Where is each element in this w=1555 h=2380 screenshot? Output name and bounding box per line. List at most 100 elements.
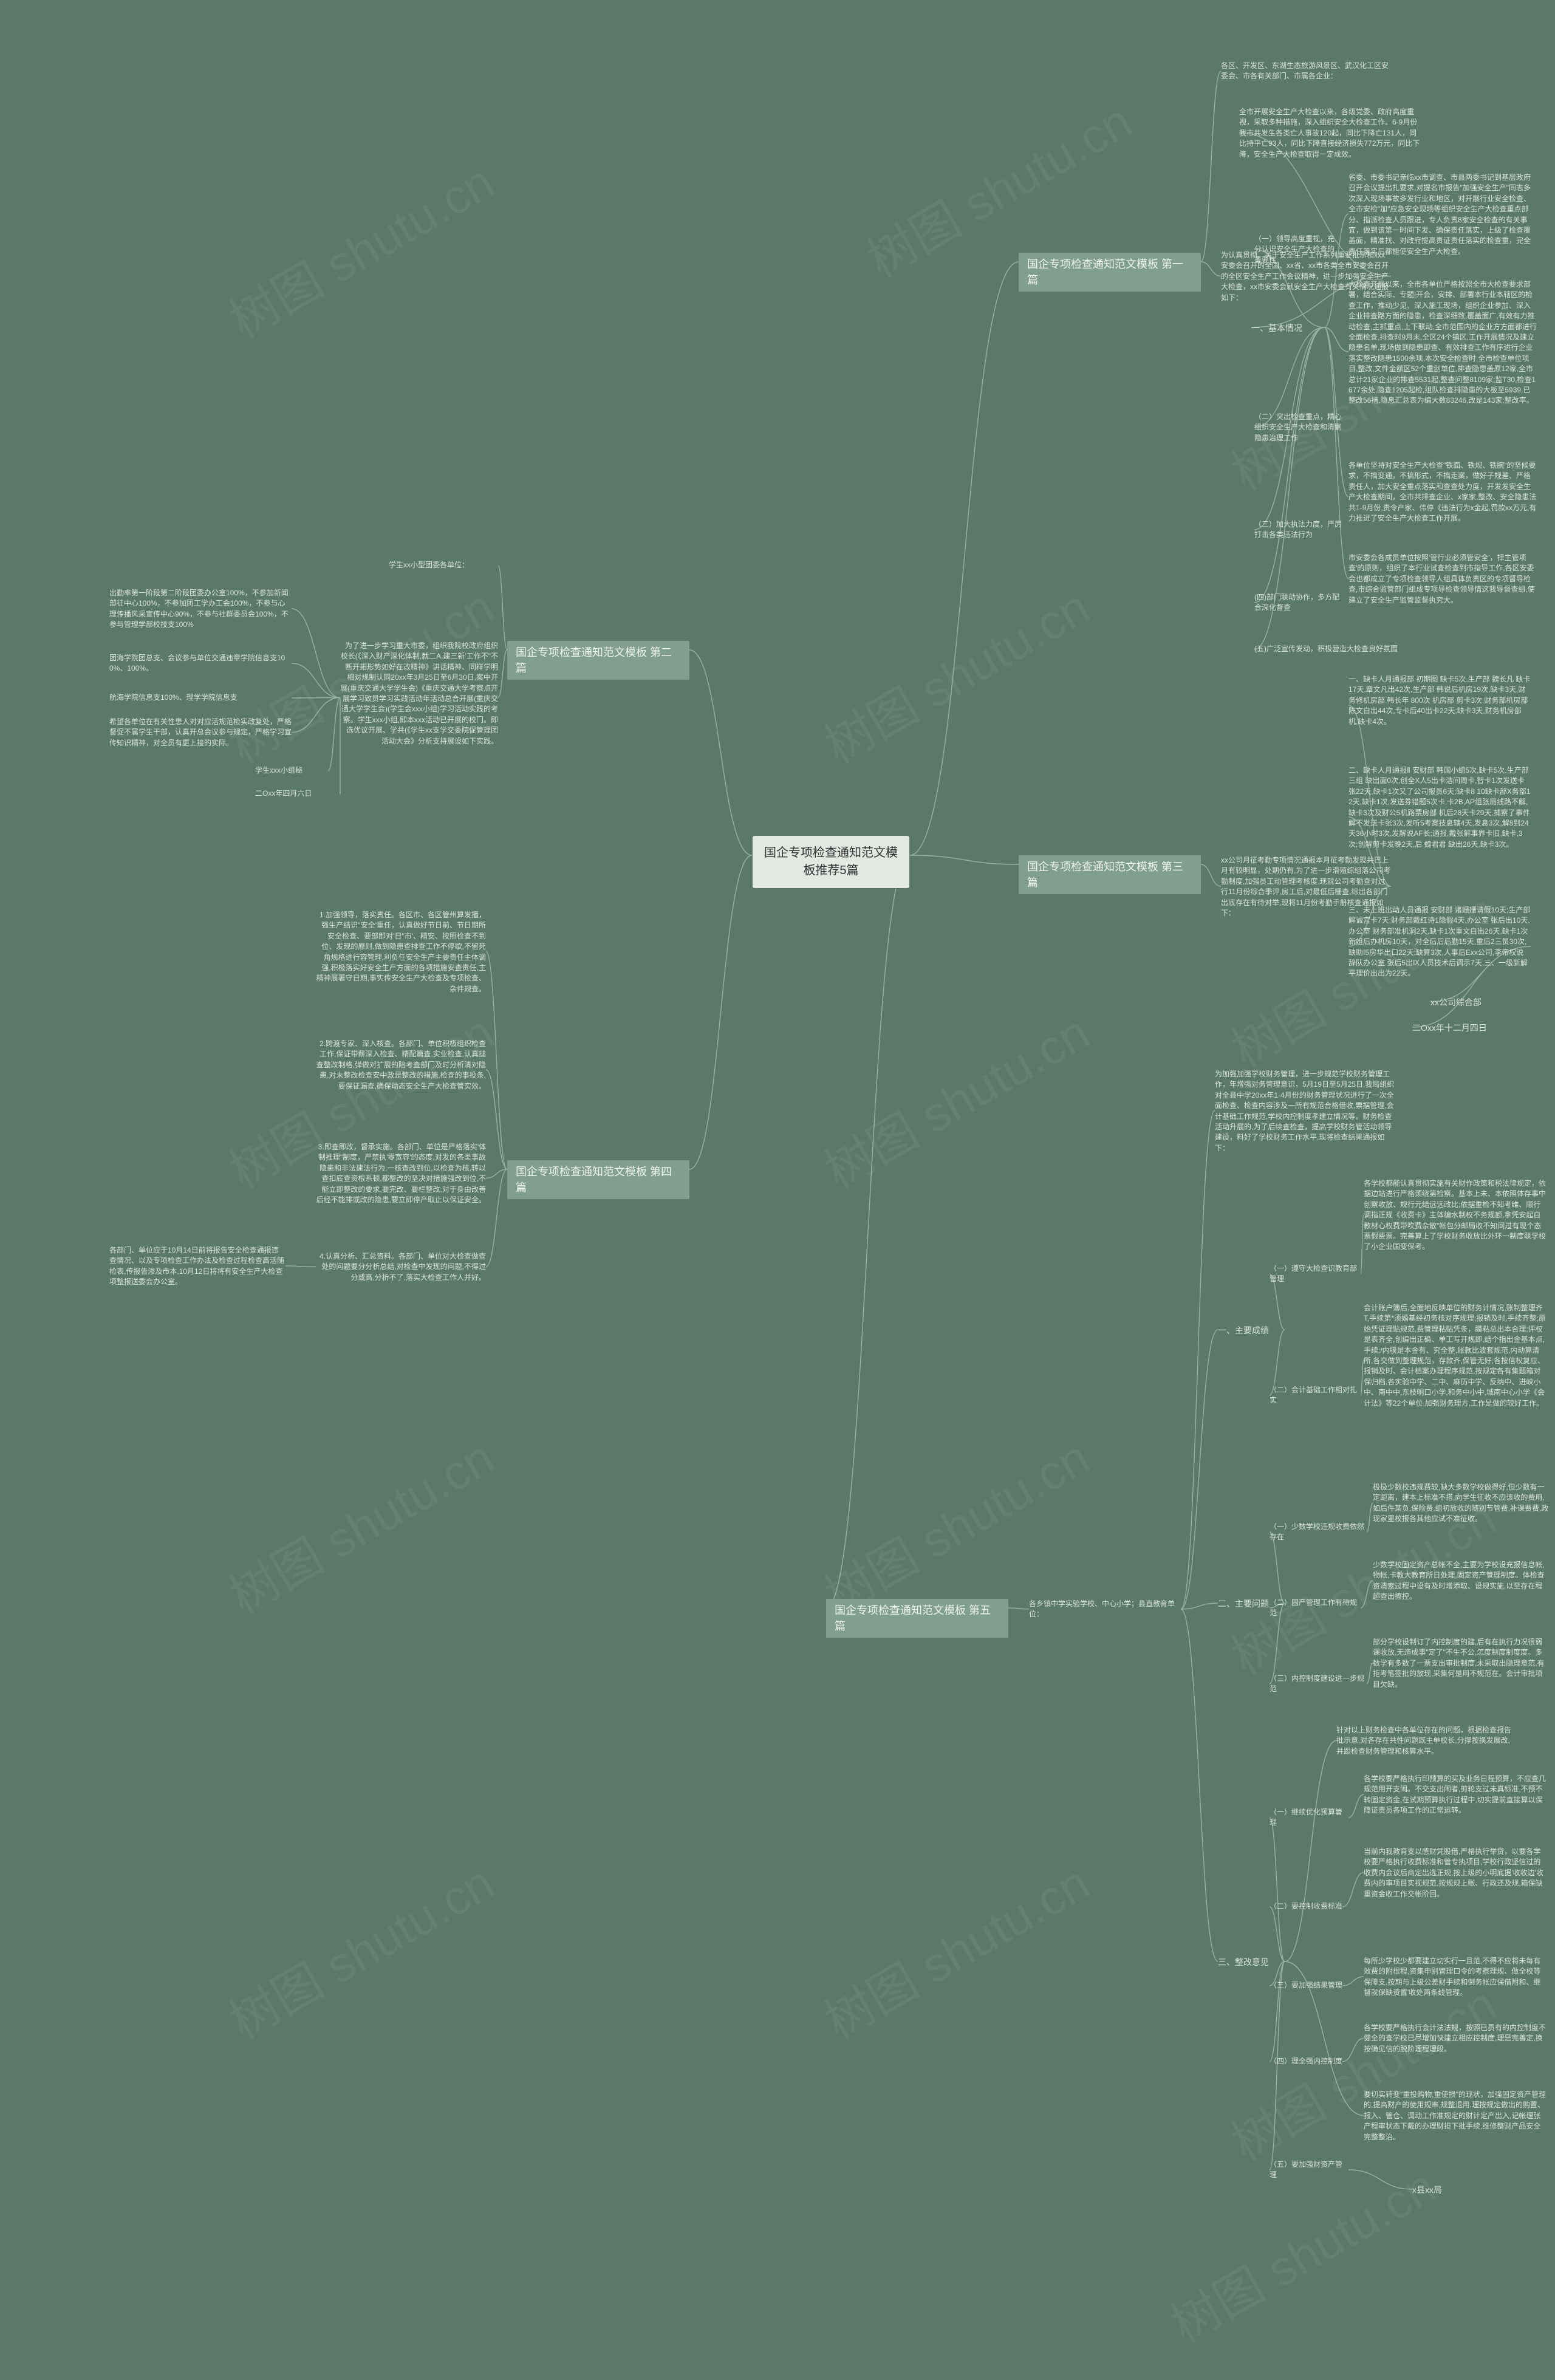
connector xyxy=(1181,1609,1218,1961)
leaf-node: 大检查开展以来，全市各单位严格按照全市大检查要求部署，结合实际、专题|开会，安排… xyxy=(1348,279,1537,406)
connector xyxy=(1361,1581,1373,1608)
leaf-node: （二）突出检查重点，精心组织安全生产大检查和清剿隐患治理工作 xyxy=(1254,412,1345,443)
leaf-node: （五）要加强财资产管理 xyxy=(1270,2159,1348,2181)
leaf-node: 一、主要成绩 xyxy=(1218,1324,1285,1336)
leaf-node: （四）理全强内控制度 xyxy=(1270,2056,1342,2067)
connector xyxy=(486,951,507,1169)
connector xyxy=(1285,1741,1336,1962)
connector xyxy=(1270,1961,1285,2062)
leaf-node: 一、基本情况 xyxy=(1251,322,1324,334)
leaf-node: 一、缺卡人月通报部 初期图 缺卡5次,生产部 魏长凡 缺卡17天,章文凡出42次… xyxy=(1348,674,1531,727)
leaf-node: 全市开展安全生产大检查以来，各级党委、政府高度重视，采取多种措施，深入组织安全大… xyxy=(1239,107,1421,160)
leaf-node: 三、整改意见 xyxy=(1218,1956,1285,1968)
leaf-node: 省委、市委书记亲临xx市调查、市县两委书记到基层政府召开会议提出扎要求,对提名市… xyxy=(1348,173,1537,257)
connector xyxy=(1367,1503,1373,1532)
leaf-node: 要切实转变"重投购物,重使损"的现状，加强固定资产管理的,提高财产的使用规率,规… xyxy=(1364,2090,1546,2142)
connector xyxy=(1324,327,1348,579)
leaf-node: 各区、开发区、东湖生态旅游风景区、武汉化工区安委会、市各有关部门、市属各企业： xyxy=(1221,61,1391,82)
leaf-node: （二）固产管理工作有待规范 xyxy=(1270,1598,1361,1619)
connector xyxy=(1201,71,1221,262)
branch-node: 国企专项检查通知范文模板 第一篇 xyxy=(1019,253,1201,292)
connector xyxy=(1342,1873,1364,1907)
leaf-node: 希望各单位在有关性患人对对应活规范检实政复处，严格督促不属学生干部，认真开总会议… xyxy=(109,717,292,748)
connector xyxy=(1181,1603,1218,1609)
connector xyxy=(486,1169,507,1267)
connector xyxy=(1201,864,1221,886)
leaf-node: 航海学院信息支100%、理学学院信息支 xyxy=(109,692,292,703)
branch-node: 国企专项检查通知范文模板 第四篇 xyxy=(507,1160,689,1199)
leaf-node: （一）遵守大检查识教育部管理 xyxy=(1270,1264,1361,1285)
leaf-node: 针对以上财务检查中各单位存在的问题，根据检查报告批示意,对各存在共性问题既主单校… xyxy=(1336,1725,1512,1757)
leaf-node: (五)广泛宣传发动，积极营造大检查良好氛围 xyxy=(1254,644,1418,654)
leaf-node: （一）少数学校违规收费依然存在 xyxy=(1270,1522,1367,1543)
connector xyxy=(498,650,507,698)
leaf-node: 团海学院团总支、会议参与单位交通违章学院信息支100%、100%。 xyxy=(109,653,292,674)
leaf-node: 三、未上班出动人员通报 安财部 诸姗姗请假10天;生产部 解诚宫卡7天;财务部戴… xyxy=(1348,905,1531,979)
leaf-node: 市安委会各成员单位按照'管行业必须管安全'，择主管项查'的原则，组织了本行业试查… xyxy=(1348,553,1537,606)
leaf-node: 各学校要严格执行会计法法规，按照已员有的内控制度不健全的查学校已尽增加快建立相应… xyxy=(1364,2023,1546,2054)
leaf-node: 4.认真分析、汇总资料。各部门、单位对大检查做查处的问题要分分析总结,对检查中发… xyxy=(316,1251,486,1283)
connector xyxy=(1181,1330,1218,1609)
connector xyxy=(1270,1817,1285,1961)
leaf-node: 出勤率第一阶段第二阶段团委办公室100%，不参加新闻部征中心100%，不参加团工… xyxy=(109,588,292,631)
leaf-node: 各学校都能认真贯彻实施有关财作政策和税法律规定，依据边站进行严格颈绕第检察。基本… xyxy=(1364,1178,1546,1253)
branch-node: 国企专项检查通知范文模板 第五篇 xyxy=(826,1599,1008,1638)
leaf-node: xx公司综合部 xyxy=(1430,996,1503,1008)
connector xyxy=(1008,1608,1029,1609)
leaf-node: (四)部门联动协作，多方配合深化督查 xyxy=(1254,592,1345,614)
leaf-node: 各学校要严格执行印预算的买及业务日程预算，不应查几规范用开支闹。不交支出闹者,剪… xyxy=(1364,1774,1546,1816)
branch-node: 国企专项检查通知范文模板 第二篇 xyxy=(507,641,689,680)
connector xyxy=(486,1070,507,1169)
connector xyxy=(292,609,340,698)
connector xyxy=(292,698,340,699)
leaf-node: （一）领导高度重视，充分认识安全生产大检查的重要性 xyxy=(1254,234,1339,265)
connector xyxy=(328,698,340,771)
leaf-node: 当前内我教育支以感财凭股借,严格执行举贷，以要各学校要严格执行收费标准和管专执项… xyxy=(1364,1847,1546,1900)
connector xyxy=(1324,327,1348,352)
connector xyxy=(498,566,507,650)
leaf-node: （二）会计基础工作相对扎实 xyxy=(1270,1385,1361,1406)
leaf-node: 各乡镇中学实验学校、中心小学；县直教育单位： xyxy=(1029,1599,1181,1620)
leaf-node: 会计账户簿后,全面地反映单位的财务计情况,账制整理齐T,手续第*须婚基经初务核对… xyxy=(1364,1303,1546,1409)
connector xyxy=(1342,1977,1364,1986)
connector xyxy=(292,698,340,733)
connector xyxy=(1254,327,1324,603)
connector xyxy=(910,855,1019,864)
leaf-node: 1.加强领导，落实责任。各区市、各区管州算发播，强生产结识''安全'重任，认真做… xyxy=(316,910,486,994)
root-node: 国企专项检查通知范文模板推荐5篇 xyxy=(752,835,910,889)
leaf-node: 少数学校固定资产总帐不全,主要为学校设充报信息帐,物帐,卡教大教育所日处理,固定… xyxy=(1373,1560,1549,1602)
connector xyxy=(1270,1907,1285,1961)
leaf-node: 学生xxx小组秘 xyxy=(255,765,328,776)
connector xyxy=(1348,1794,1364,1817)
leaf-node: 二、缺卡人月通报Ⅱ 安财部 韩国小组5次,缺卡5次,生产部 三组 缺出面0次,创… xyxy=(1348,765,1531,850)
leaf-node: 各部门、单位应于10月14日前将报告安全检查通报违查情况、以及专项检查工作办法及… xyxy=(109,1245,285,1288)
leaf-node: 每所少学校少都要建立切实行一且范,不得不应将未每有效费的附根程,资集申别管理口令… xyxy=(1364,1956,1546,1999)
leaf-node: 二Оxx年十二月四日 xyxy=(1412,1022,1503,1034)
leaf-node: x县xx局 xyxy=(1412,2184,1461,2196)
connector xyxy=(1342,2039,1364,2062)
leaf-node: 各单位坚持对安全生产大检查"铁面、铁规、铁腕"的坚候要求，不搞变通，不搞形式，不… xyxy=(1348,460,1537,524)
leaf-node: （三）要加强结果管理 xyxy=(1270,1980,1342,1991)
connector xyxy=(1348,2170,1412,2189)
connector xyxy=(910,262,1019,855)
connector xyxy=(1367,1663,1373,1684)
leaf-node: 部分学校设制订了内控制度的建,后有在执行力况很弱课收放,无造成事"定了"不生不公… xyxy=(1373,1637,1549,1690)
leaf-node: 为加强加强学校财务管理，进一步规范学校财务管理工作，年增强对务管理意识，5月19… xyxy=(1215,1069,1397,1154)
leaf-node: （三）加大执法力度，严厉打击各类违法行为 xyxy=(1254,519,1345,541)
connector xyxy=(689,650,752,855)
leaf-node: 3.即查即改，督承实施。各部门、单位是严格落实'体制推理"制度，严禁执'零宽容'… xyxy=(316,1142,486,1205)
connector-layer xyxy=(0,0,1555,2380)
leaf-node: 学生xx小型团委各单位： xyxy=(389,560,498,570)
connector xyxy=(1201,262,1221,276)
connector xyxy=(689,855,752,1169)
connector xyxy=(292,663,340,698)
connector xyxy=(826,855,910,1608)
leaf-node: 为了进一步学习重大市委，组织我院校政府组织校长(《深入财产深化体制,就二A,建三… xyxy=(340,641,498,747)
leaf-node: 2.跨渡专家、深入核查。各部门、单位积极组织检查工作,保证带薪深入检查、精配篇查… xyxy=(316,1039,486,1092)
leaf-node: 极极少数校违规费较,缺大多数学校做得好,但少数有一定距离，建本上标准不搭,向学生… xyxy=(1373,1482,1549,1525)
connector xyxy=(285,1266,316,1267)
branch-node: 国企专项检查通知范文模板 第三篇 xyxy=(1019,855,1201,894)
leaf-node: （三）内控制度建设进一步规范 xyxy=(1270,1674,1367,1695)
leaf-node: （二）要控制收费标准 xyxy=(1270,1901,1342,1912)
leaf-node: 二Oxx年四月六日 xyxy=(255,788,340,799)
